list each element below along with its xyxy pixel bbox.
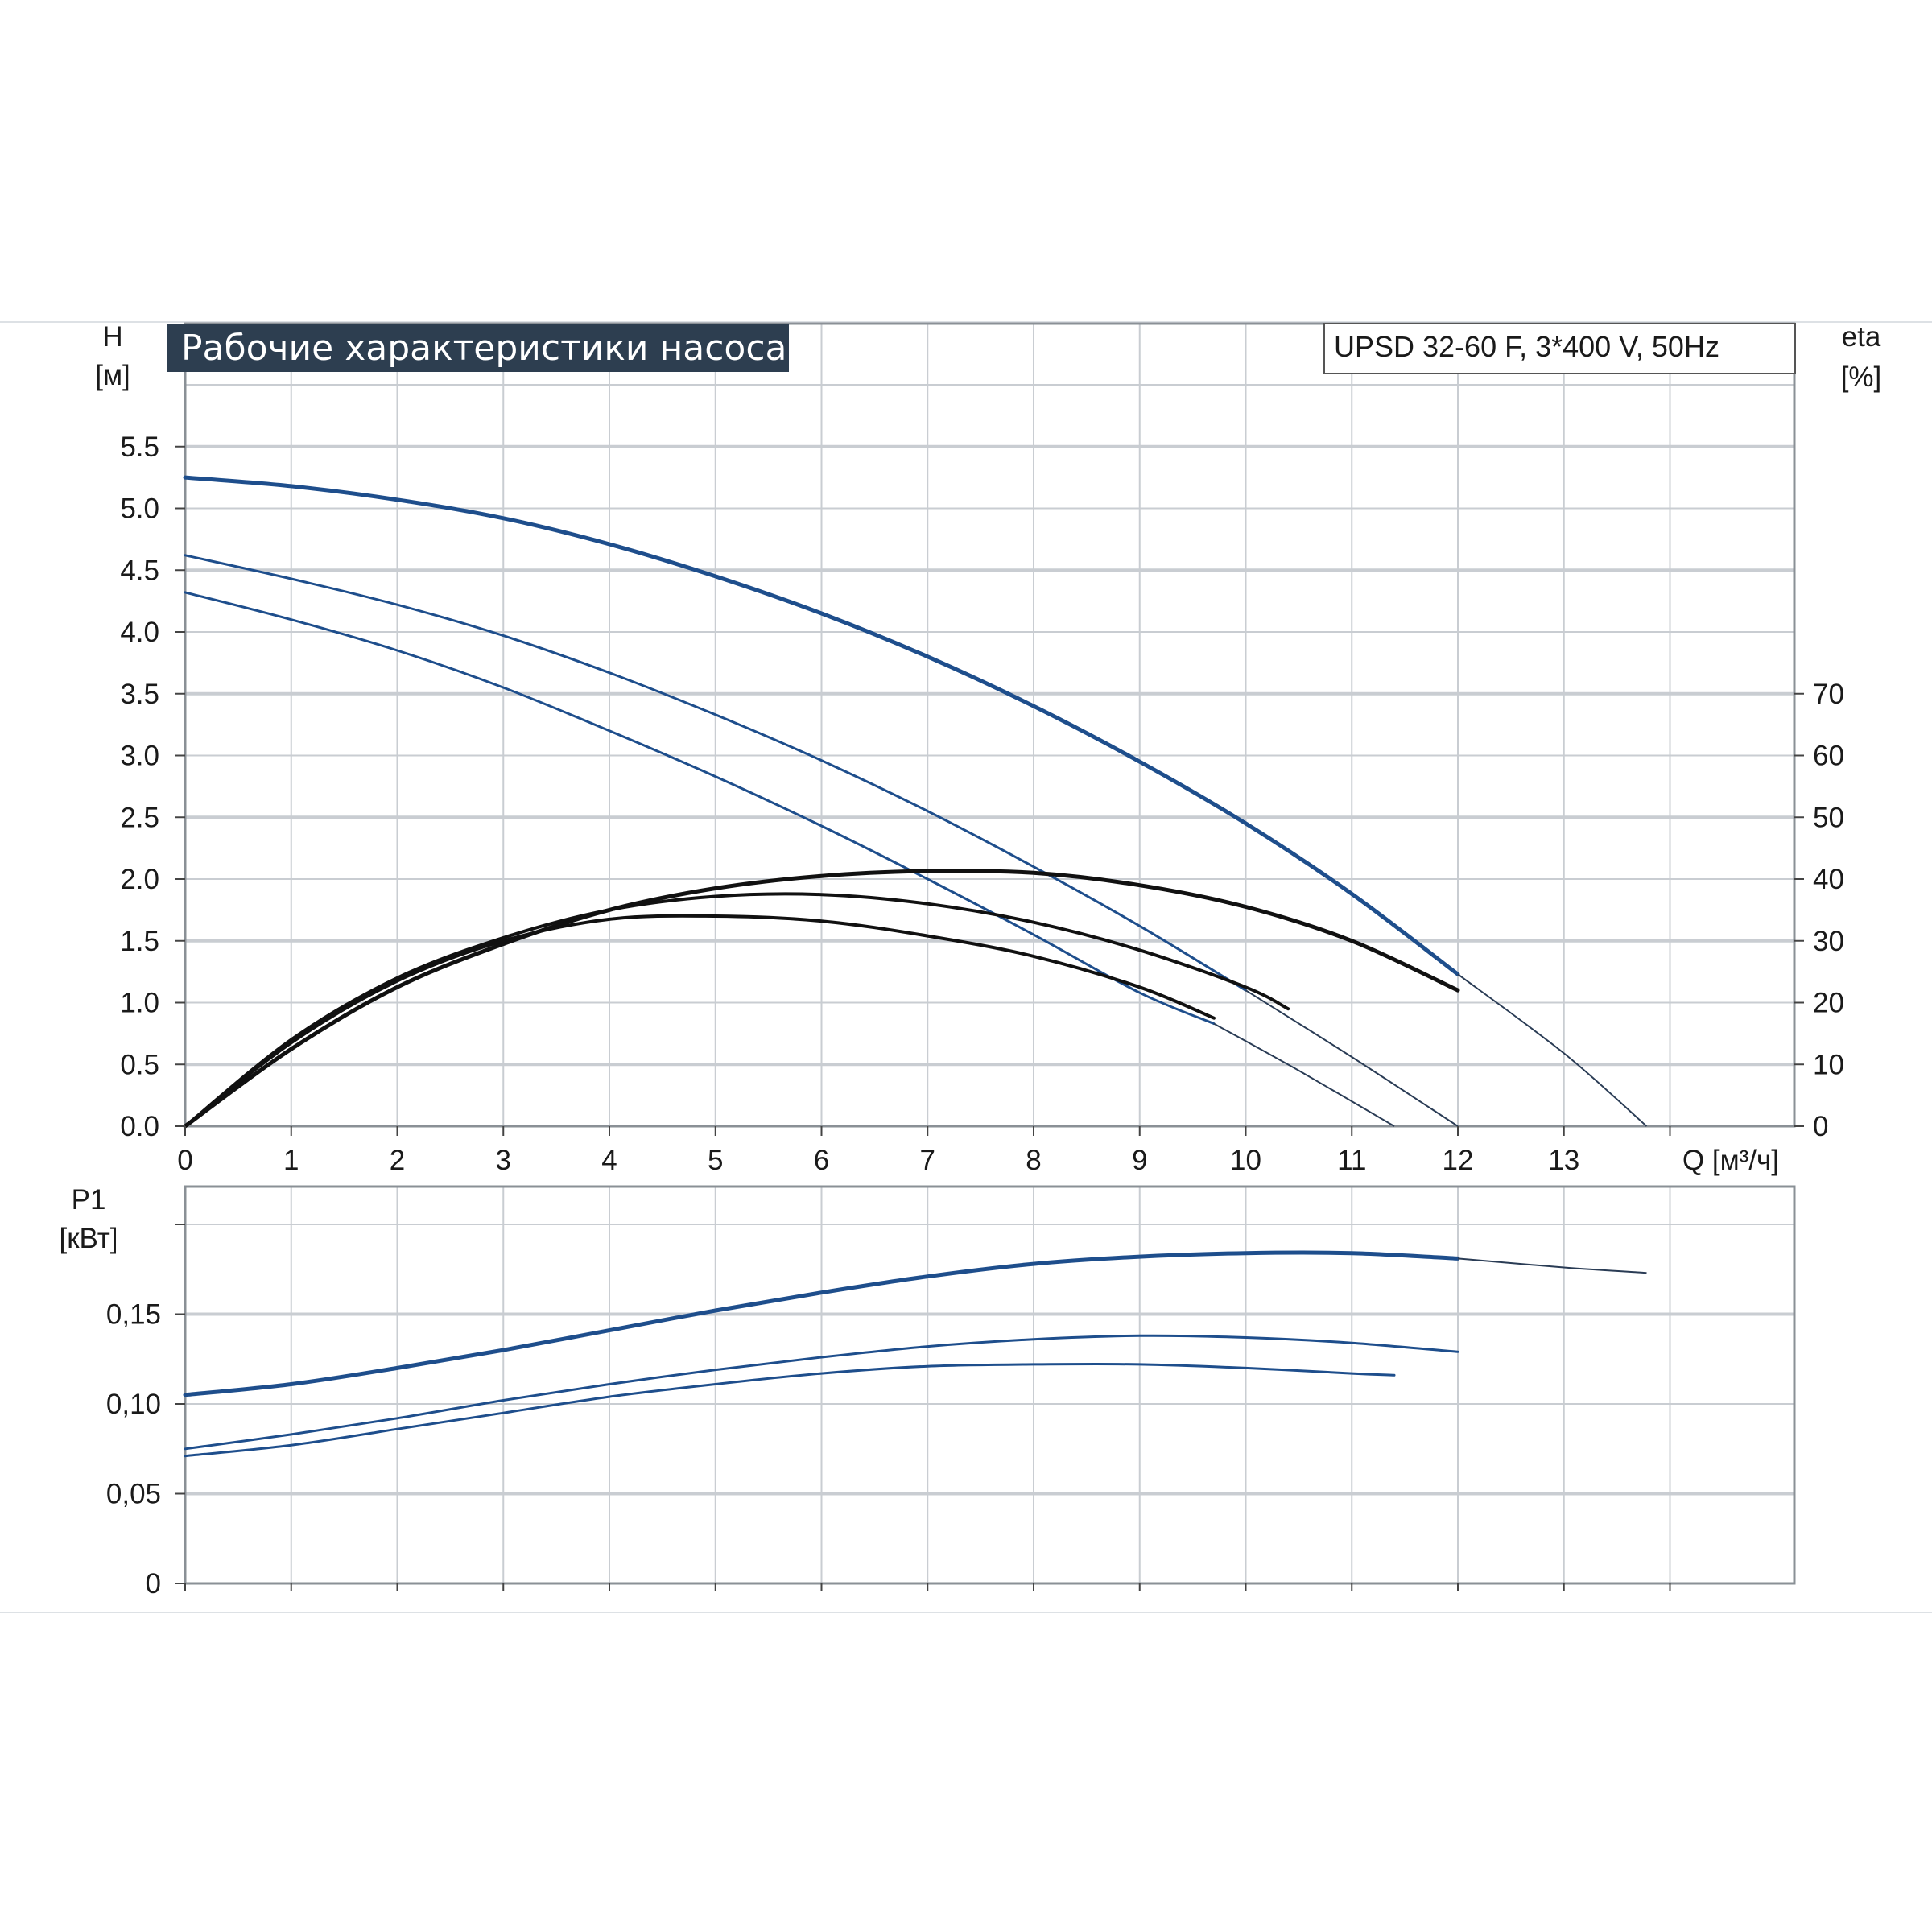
y2-tick-label: 20 [1813,988,1844,1019]
chart-title-box [167,324,789,372]
model-label-box [1323,323,1796,374]
power-curve-3 [184,1363,1396,1458]
top-y2unit: [%] [1841,361,1882,393]
head-curve-extension-3 [1213,1022,1395,1127]
x-tick-label: 8 [1026,1145,1041,1176]
power-curve-extension-1 [1457,1257,1647,1274]
x-tick-label: 2 [390,1145,405,1176]
top-y2label: eta [1842,321,1881,353]
y-tick-label: 2.5 [120,802,159,833]
y2-tick-label: 60 [1813,741,1844,772]
head-curve-extension-1 [1457,973,1648,1127]
y-tick-label: 3.5 [120,679,159,710]
x-tick-label: 3 [496,1145,511,1176]
bottom-ylabel: P1 [72,1184,106,1216]
x-tick-label: 11 [1337,1145,1366,1176]
p-tick-label: 0,05 [106,1479,161,1510]
top-curves [183,475,1648,1129]
y2-tick-label: 70 [1813,679,1844,710]
efficiency-curve-1 [183,869,1460,1129]
model-label: UPSD 32-60 F, 3*400 V, 50Hz [1334,330,1719,363]
p-tick-label: 0 [146,1568,161,1600]
y-tick-label: 4.0 [120,617,159,648]
bottom-plot-frame [184,1185,1796,1585]
x-tick-label: 13 [1548,1145,1579,1176]
x-tick-label: 7 [920,1145,935,1176]
x-tick-label: 6 [814,1145,829,1176]
x-tick-label: 10 [1230,1145,1261,1176]
efficiency-curve-3 [184,914,1216,1128]
top-xlabel: Q [м³/ч] [1682,1145,1779,1176]
power-curve-2 [184,1334,1459,1451]
x-tick-label: 12 [1443,1145,1474,1176]
head-curve-3 [184,591,1216,1026]
y-tick-label: 1.5 [120,926,159,957]
top-plot-frame [184,322,1796,1128]
y-tick-label: 2.0 [120,864,159,895]
bottom-curves [183,1250,1647,1458]
y-tick-label: 4.5 [120,555,159,586]
y-tick-label: 5.0 [120,493,159,525]
y2-tick-label: 0 [1813,1111,1828,1142]
p-tick-label: 0,10 [106,1389,161,1420]
head-curve-extension-2 [1245,989,1459,1127]
x-tick-label: 0 [177,1145,192,1176]
x-tick-label: 5 [708,1145,723,1176]
y-tick-label: 3.0 [120,741,159,772]
y-tick-label: 5.5 [120,431,159,463]
y2-tick-label: 30 [1813,926,1844,957]
power-curve-1 [183,1250,1460,1397]
x-tick-label: 1 [283,1145,299,1176]
bottom-grid [185,1187,1794,1583]
head-curve-2 [184,554,1247,992]
x-tick-label: 4 [601,1145,617,1176]
y-tick-label: 0.0 [120,1111,159,1142]
x-tick-label: 9 [1132,1145,1147,1176]
top-axis-labels: 0 1 2 3 4 5 6 7 8 9 10 11 12 130.00.51.01.52.02.53.03… [120,431,1844,1176]
head-curve-1 [183,475,1460,976]
top-ylabel: H [102,321,122,353]
y2-tick-label: 10 [1813,1049,1844,1080]
bottom-yunit: [кВт] [60,1223,118,1254]
bottom-axis-labels: 0 0,05 0,10 0,15 [106,1224,1671,1600]
y-tick-label: 0.5 [120,1049,159,1080]
efficiency-curve-2 [184,892,1290,1128]
chart-title: Рабочие характеристики насоса [181,328,786,369]
y2-tick-label: 50 [1813,802,1844,833]
p-tick-label: 0,15 [106,1299,161,1331]
top-grid [185,324,1794,1126]
y2-tick-label: 40 [1813,864,1844,895]
y-tick-label: 1.0 [120,988,159,1019]
top-yunit: [м] [95,360,130,391]
